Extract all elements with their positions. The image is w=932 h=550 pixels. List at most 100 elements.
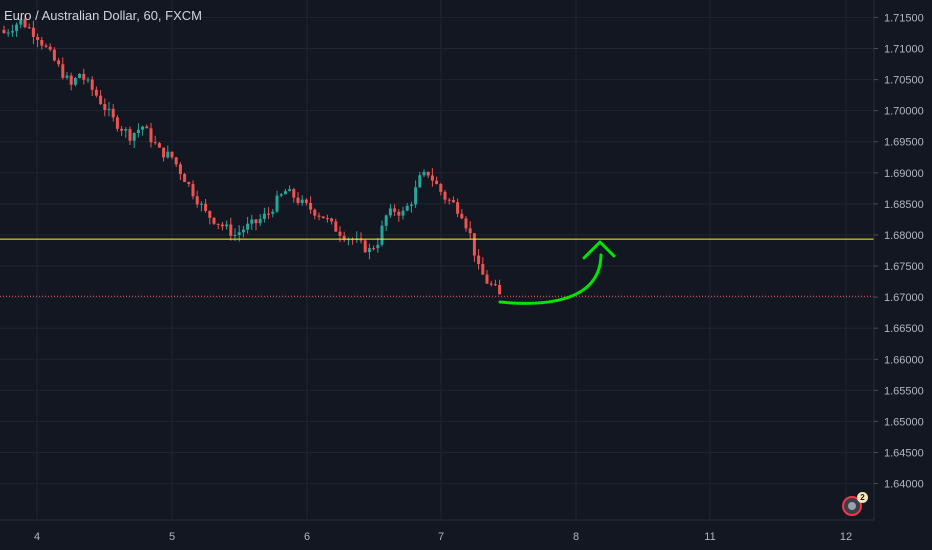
- candle-body-up: [225, 224, 229, 227]
- price-tick-label: 1.65000: [884, 416, 924, 428]
- candle-body-down: [40, 40, 44, 46]
- candle-body-down: [338, 231, 342, 236]
- candle-body-up: [300, 199, 304, 203]
- price-tick-label: 1.65500: [884, 385, 924, 397]
- candle-body-up: [279, 194, 283, 196]
- candle-body-down: [128, 129, 132, 141]
- grid-lines: [0, 0, 874, 520]
- price-tick-label: 1.68000: [884, 230, 924, 242]
- price-tick-label: 1.67500: [884, 261, 924, 273]
- candle-body-down: [464, 218, 468, 229]
- annotation-arrowhead: [582, 240, 616, 260]
- time-tick-label: 7: [438, 531, 444, 543]
- candle-body-down: [309, 202, 313, 210]
- candle-body-up: [141, 126, 145, 130]
- candle-body-up: [258, 218, 262, 224]
- candle-body-down: [90, 79, 94, 90]
- price-tick-label: 1.64500: [884, 447, 924, 459]
- candle-body-down: [103, 104, 107, 110]
- time-tick-label: 4: [34, 531, 40, 543]
- annotation-arrow[interactable]: [498, 240, 616, 305]
- candle-body-down: [267, 213, 271, 215]
- candle-body-down: [120, 128, 124, 131]
- candle-body-down: [498, 284, 502, 295]
- candle-body-down: [27, 27, 31, 29]
- candle-body-down: [325, 218, 329, 220]
- candle-body-down: [313, 209, 317, 216]
- candle-body-down: [321, 216, 325, 219]
- price-axis-bg: [874, 0, 932, 550]
- candle-body-up: [250, 219, 254, 224]
- candle-body-up: [78, 73, 82, 78]
- candle-body-up: [401, 210, 405, 216]
- candle-body-down: [36, 36, 40, 41]
- time-axis[interactable]: 4 5 6 7 8 11 12: [0, 519, 874, 543]
- candle-body-up: [288, 189, 292, 192]
- candle-body-down: [334, 221, 338, 232]
- candle-body-down: [485, 274, 489, 284]
- candle-body-down: [397, 211, 401, 216]
- candle-body-up: [19, 18, 23, 25]
- time-tick-label: 8: [573, 531, 579, 543]
- candle-body-up: [132, 133, 136, 141]
- candle-body-down: [317, 215, 321, 217]
- candle-body-up: [237, 232, 241, 235]
- notification-badge: 2: [857, 492, 868, 503]
- candle-body-down: [254, 219, 258, 224]
- candle-body-up: [233, 234, 237, 236]
- candle-body-down: [460, 213, 464, 219]
- candle-body-down: [174, 157, 178, 165]
- candle-body-down: [351, 239, 355, 241]
- candle-body-down: [208, 210, 212, 218]
- candle-body-up: [199, 203, 203, 205]
- candle-body-down: [229, 224, 233, 236]
- candle-body-up: [283, 191, 287, 195]
- candle-body-down: [456, 202, 460, 214]
- candle-body-up: [73, 77, 77, 85]
- candle-body-down: [489, 283, 493, 285]
- candle-body-down: [162, 147, 166, 158]
- candle-body-up: [15, 24, 19, 32]
- candle-body-up: [275, 195, 279, 212]
- candle-body-down: [69, 75, 73, 85]
- price-tick-label: 1.71000: [884, 44, 924, 56]
- price-tick-label: 1.71500: [884, 12, 924, 24]
- candle-body-down: [292, 189, 296, 198]
- candle-body-down: [435, 180, 439, 185]
- price-tick-label: 1.70000: [884, 106, 924, 118]
- candle-body-down: [481, 263, 485, 275]
- candle-body-down: [2, 29, 6, 34]
- candle-body-up: [405, 205, 409, 211]
- candle-body-up: [384, 215, 388, 226]
- candle-body-up: [10, 31, 14, 33]
- price-tick-label: 1.69000: [884, 168, 924, 180]
- price-tick-label: 1.64000: [884, 479, 924, 491]
- candle-body-down: [472, 233, 476, 256]
- candle-body-up: [166, 151, 170, 158]
- user-avatar-icon[interactable]: [842, 496, 862, 516]
- candle-body-down: [178, 164, 182, 175]
- candle-body-down: [111, 108, 115, 118]
- candle-body-down: [330, 218, 334, 222]
- candle-body-down: [216, 223, 220, 225]
- candle-body-down: [426, 171, 430, 176]
- candle-body-up: [409, 204, 413, 206]
- price-tick-label: 1.68500: [884, 199, 924, 211]
- candle-body-down: [212, 217, 216, 224]
- price-tick-label: 1.69500: [884, 137, 924, 149]
- candle-body-down: [204, 203, 208, 211]
- candle-body-down: [48, 46, 52, 50]
- candle-body-up: [262, 213, 266, 219]
- time-tick-label: 12: [840, 531, 852, 543]
- annotation-curve: [498, 253, 603, 305]
- candle-body-down: [52, 49, 56, 61]
- candle-body-up: [136, 129, 140, 134]
- price-axis[interactable]: 1.71500 1.71000 1.70500 1.70000 1.69500 1.690…: [873, 0, 932, 550]
- candle-body-down: [477, 255, 481, 264]
- candle-body-up: [376, 244, 380, 249]
- candle-body-down: [115, 117, 119, 129]
- candle-body-up: [86, 79, 90, 81]
- candle-body-down: [493, 284, 497, 286]
